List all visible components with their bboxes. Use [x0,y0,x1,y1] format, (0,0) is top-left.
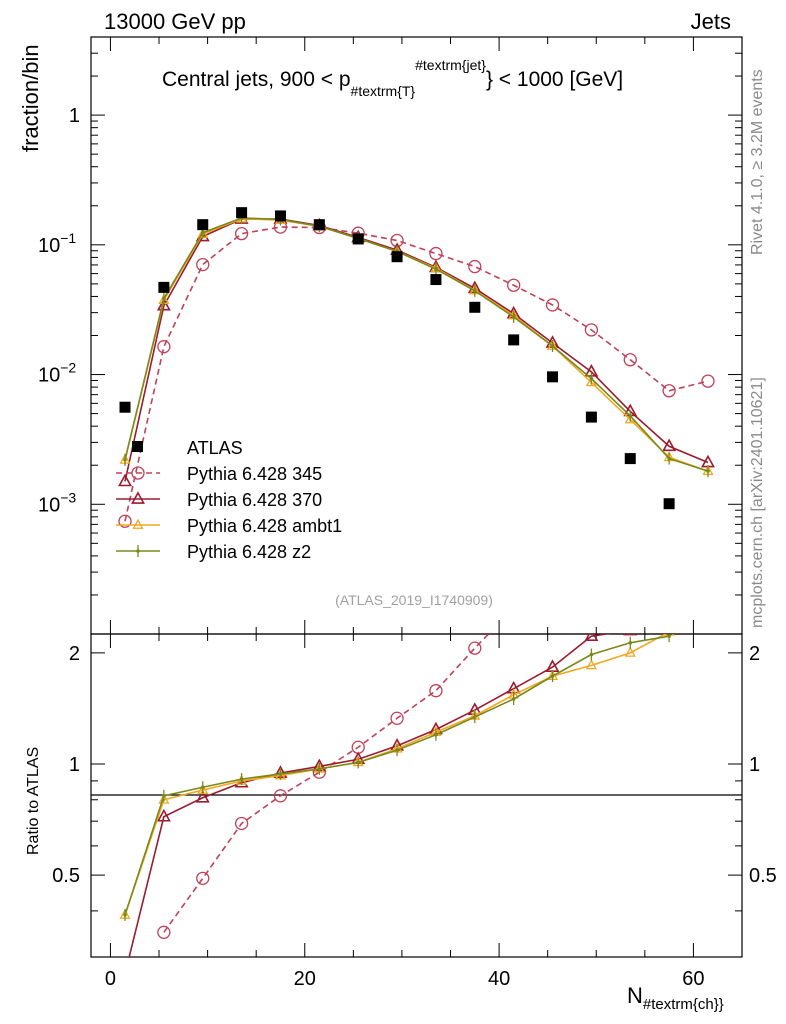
mcplots-label: mcplots.cern.ch [arXiv:2401.10621] [749,377,766,628]
data-point [468,641,482,655]
plot-title: Central jets, 900 < p#textrm{T} #textrm{j… [162,57,623,99]
data-point [664,593,675,603]
data-point-atlas [624,453,636,465]
plot-title-prefix: Central jets, 900 < p [162,68,351,91]
data-point-atlas [197,219,209,231]
ratio-tick-label: 1 [749,754,760,776]
data-point [156,808,171,822]
ratio-tick-label: 0.5 [749,865,777,887]
data-point [118,473,132,487]
data-point [584,634,599,642]
data-point [156,297,171,311]
data-point-atlas [391,251,403,263]
data-point [132,518,144,529]
data-point-atlas [236,207,248,219]
y-tick-label: 10−1 [38,230,76,257]
data-point-atlas [663,498,675,510]
data-point [157,340,171,354]
x-tick-label: 0 [105,968,116,990]
plot-title-sub: #textrm{T} [351,83,416,99]
data-point-atlas [585,411,597,423]
y-tick-label: 10−2 [38,360,76,387]
data-point [157,925,171,939]
data-point-atlas [119,401,131,413]
data-point [429,684,443,698]
data-point [701,374,715,388]
legend-label: Pythia 6.428 ambt1 [187,516,342,536]
data-point-atlas [352,233,364,245]
series-line [124,218,709,482]
data-point [196,257,210,272]
data-point [584,323,599,337]
series-line [124,217,709,472]
data-point-atlas [508,334,520,346]
data-point [131,466,145,480]
ratio-y-axis-title: Ratio to ATLAS [25,747,42,855]
data-point [662,384,676,398]
ratio-tick-label: 2 [749,643,760,665]
x-tick-label: 60 [682,968,704,990]
data-point-atlas [274,210,286,222]
data-point [468,259,482,274]
data-point [390,711,404,725]
data-point [662,438,677,452]
header-energy: 13000 GeV pp [104,9,246,34]
data-point [196,871,210,886]
x-tick-label: 40 [488,968,510,990]
data-point [234,816,249,831]
data-point [508,602,520,614]
data-point-atlas [430,274,442,286]
y-axis-title: fraction/bin [18,44,43,152]
data-point [624,646,636,657]
legend-label: Pythia 6.428 z2 [187,542,311,562]
data-point [506,680,521,694]
plot-title-sup: #textrm{jet} [415,57,486,73]
ratio-tick-label: 1 [69,754,80,776]
y-tick-label: 1 [69,105,80,127]
legend-label: Pythia 6.428 345 [187,464,322,484]
analysis-id: (ATLAS_2019_I1740909) [335,592,493,608]
data-point [429,246,443,261]
data-point [118,514,132,528]
data-point [545,298,560,312]
x-axis-title-main: N [627,983,643,1008]
data-point [119,968,130,978]
data-point-atlas [547,371,559,383]
data-point [623,634,638,636]
x-tick-label: 20 [294,968,316,990]
header-jets: Jets [691,9,731,34]
legend-label: ATLAS [187,438,243,458]
data-point [585,659,597,670]
data-point [234,226,249,241]
legend-marker-atlas [132,441,143,452]
data-point-atlas [158,281,170,293]
x-axis-title: N#textrm{ch}} [627,983,724,1013]
plot-title-suffix: } < 1000 [GeV] [486,68,623,91]
data-point [131,491,145,504]
data-point [507,278,521,292]
y-tick-label: 10−3 [38,489,76,516]
data-point-atlas [469,301,481,313]
x-axis-title-sub: #textrm{ch}} [643,996,724,1013]
series-line [124,226,709,522]
ratio-tick-label: 0.5 [52,865,80,887]
legend-label: Pythia 6.428 370 [187,490,322,510]
data-point [158,793,170,804]
data-point [195,789,210,803]
series-line [163,634,490,933]
data-point [197,783,209,794]
data-point [273,789,288,803]
data-point-atlas [313,219,325,231]
data-point [623,353,637,367]
ratio-tick-label: 2 [69,643,80,665]
rivet-label: Rivet 4.1.0, ≥ 3.2M events [749,69,766,255]
